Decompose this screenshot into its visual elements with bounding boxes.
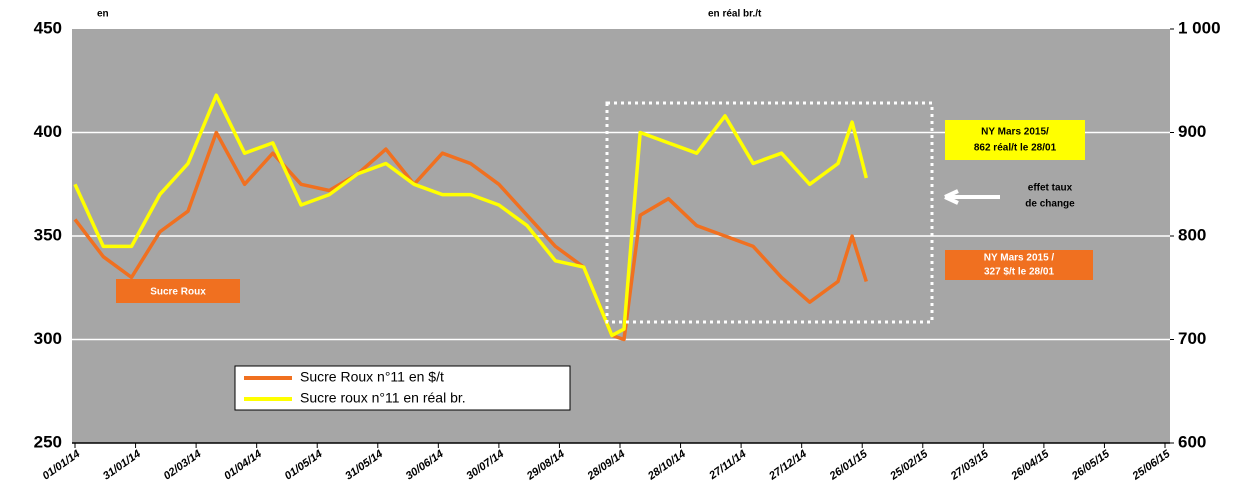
y-tick-label: 400 <box>34 122 62 141</box>
x-tick-label: 28/09/14 <box>585 448 628 483</box>
x-tick-label: 28/10/14 <box>645 448 688 483</box>
x-tick-label: 26/04/15 <box>1008 448 1051 483</box>
x-tick-label: 01/04/14 <box>222 448 264 482</box>
annotation: NY Mars 2015/ <box>981 127 1049 138</box>
legend <box>234 365 571 411</box>
y-tick-label: 250 <box>34 432 62 451</box>
x-tick-label: 01/05/14 <box>283 448 325 482</box>
series-line <box>73 93 868 338</box>
arrow <box>944 189 1000 205</box>
x-tick-label: 29/08/14 <box>524 448 567 483</box>
y2-tick-label: 800 <box>1178 225 1206 244</box>
legend-label: Sucre Roux n°11 en $/t <box>300 369 444 385</box>
series-line <box>73 130 868 342</box>
label-box <box>116 279 240 303</box>
x-tick-label: 25/02/15 <box>887 448 930 483</box>
y2-tick-label: 900 <box>1178 122 1206 141</box>
x-tick-label: 31/05/14 <box>343 448 385 482</box>
x-tick-label: 01/01/14 <box>40 448 82 482</box>
legend-label: Sucre roux n°11 en réal br. <box>300 390 466 406</box>
annotation: en réal br./t <box>708 9 762 20</box>
y2-tick-label: 600 <box>1178 432 1206 451</box>
annotation: 862 réal/t le 28/01 <box>974 143 1057 154</box>
label-box <box>945 120 1085 160</box>
highlight-box <box>605 101 934 324</box>
y-tick-label: 350 <box>34 225 62 244</box>
annotation: 327 $/t le 28/01 <box>984 267 1054 278</box>
x-tick-label: 26/01/15 <box>827 448 870 483</box>
annotation: de change <box>1025 199 1075 210</box>
x-tick-label: 25/06/15 <box>1130 448 1173 483</box>
x-tick-label: 30/07/14 <box>464 448 506 482</box>
annotation: effet taux <box>1028 183 1073 194</box>
annotation: en <box>97 9 109 20</box>
x-tick-label: 02/03/14 <box>162 448 204 482</box>
x-tick-label: 31/01/14 <box>101 448 143 482</box>
x-tick-label: 27/11/14 <box>706 448 748 483</box>
y-tick-label: 300 <box>34 329 62 348</box>
annotation: Sucre Roux <box>150 287 206 298</box>
x-tick-label: 27/03/15 <box>948 448 991 483</box>
annotation: NY Mars 2015 / <box>984 253 1055 264</box>
x-tick-label: 30/06/14 <box>404 448 446 482</box>
y-tick-label: 450 <box>34 18 62 37</box>
y2-tick-label: 1 000 <box>1178 18 1221 37</box>
lines <box>73 93 868 342</box>
y2-tick-label: 700 <box>1178 329 1206 348</box>
label-box <box>945 250 1093 280</box>
x-tick-label: 27/12/14 <box>766 448 809 483</box>
x-tick-label: 26/05/15 <box>1069 448 1112 483</box>
